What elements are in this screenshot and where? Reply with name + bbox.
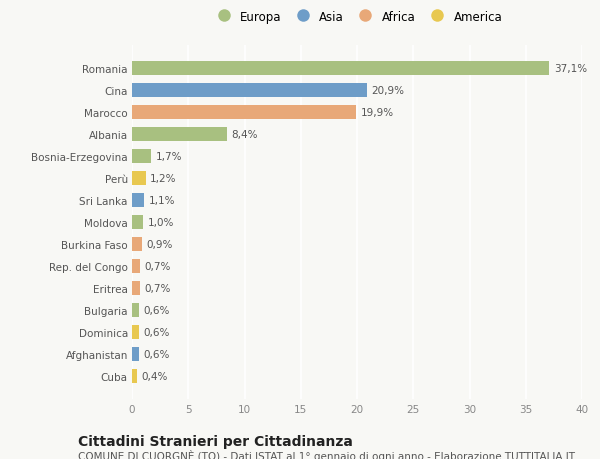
Bar	[132, 62, 550, 76]
Bar	[132, 347, 139, 361]
Bar	[132, 281, 140, 296]
Text: 1,1%: 1,1%	[149, 196, 175, 206]
Bar	[132, 259, 140, 274]
Text: 0,9%: 0,9%	[146, 240, 173, 250]
Text: 37,1%: 37,1%	[554, 64, 587, 74]
Bar	[132, 325, 139, 339]
Bar	[132, 215, 143, 230]
Text: 1,7%: 1,7%	[155, 152, 182, 162]
Bar	[132, 194, 145, 208]
Text: 8,4%: 8,4%	[231, 130, 257, 140]
Text: 0,4%: 0,4%	[141, 371, 167, 381]
Bar	[132, 128, 227, 142]
Bar	[132, 303, 139, 318]
Text: 0,7%: 0,7%	[145, 262, 171, 271]
Bar	[132, 172, 146, 186]
Bar	[132, 237, 142, 252]
Text: Cittadini Stranieri per Cittadinanza: Cittadini Stranieri per Cittadinanza	[78, 434, 353, 448]
Text: 1,0%: 1,0%	[148, 218, 174, 228]
Text: 0,6%: 0,6%	[143, 327, 170, 337]
Text: 20,9%: 20,9%	[371, 86, 404, 96]
Bar	[132, 150, 151, 164]
Bar	[132, 106, 356, 120]
Text: 0,6%: 0,6%	[143, 305, 170, 315]
Text: 0,7%: 0,7%	[145, 283, 171, 293]
Text: 1,2%: 1,2%	[150, 174, 176, 184]
Bar	[132, 369, 137, 383]
Text: 19,9%: 19,9%	[361, 108, 394, 118]
Legend: Europa, Asia, Africa, America: Europa, Asia, Africa, America	[207, 6, 507, 28]
Text: 0,6%: 0,6%	[143, 349, 170, 359]
Text: COMUNE DI CUORGNÈ (TO) - Dati ISTAT al 1° gennaio di ogni anno - Elaborazione TU: COMUNE DI CUORGNÈ (TO) - Dati ISTAT al 1…	[78, 449, 575, 459]
Bar	[132, 84, 367, 98]
